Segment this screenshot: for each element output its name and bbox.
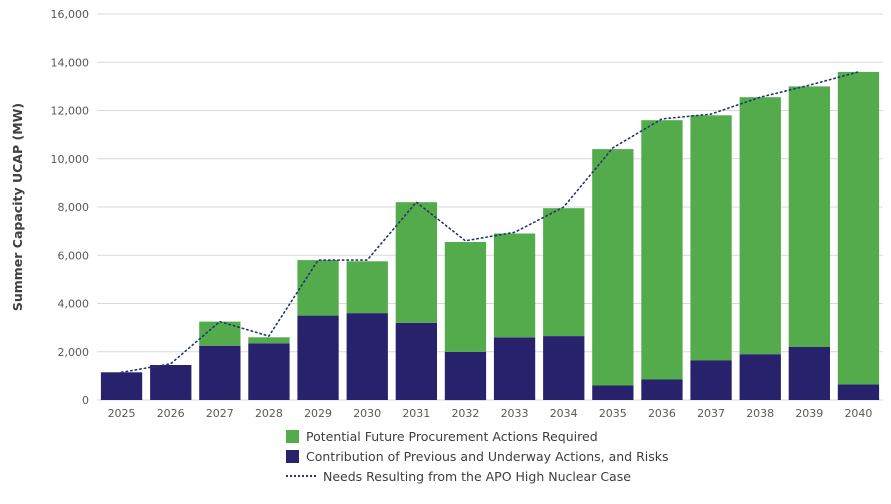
bar-segment	[346, 313, 388, 400]
legend-label-previous-actions: Contribution of Previous and Underway Ac…	[306, 448, 669, 464]
bar-segment	[248, 343, 290, 400]
bar-segment	[641, 379, 683, 400]
x-tick-label: 2033	[501, 407, 529, 420]
bar-segment	[739, 97, 781, 355]
y-tick-label: 12,000	[51, 105, 90, 118]
bar-segment	[199, 345, 241, 400]
bar-segment	[100, 372, 143, 400]
x-tick-label: 2028	[255, 407, 283, 420]
bar-segment	[641, 120, 683, 380]
x-tick-label: 2032	[451, 407, 479, 420]
bar-segment	[592, 385, 634, 400]
bar-segment	[788, 86, 830, 348]
x-tick-label: 2029	[304, 407, 332, 420]
y-tick-label: 2,000	[58, 346, 90, 359]
legend-label-needs-line: Needs Resulting from the APO High Nuclea…	[323, 468, 631, 484]
y-tick-label: 14,000	[51, 56, 90, 69]
x-tick-label: 2036	[648, 407, 676, 420]
x-tick-label: 2040	[844, 407, 872, 420]
y-tick-label: 8,000	[58, 201, 90, 214]
x-tick-label: 2025	[108, 407, 136, 420]
bar-segment	[592, 149, 634, 386]
x-tick-label: 2026	[157, 407, 185, 420]
bar-segment	[690, 115, 732, 361]
y-tick-label: 6,000	[58, 249, 90, 262]
x-tick-label: 2035	[599, 407, 627, 420]
legend-swatch-navy-square	[286, 449, 299, 463]
x-tick-label: 2034	[550, 407, 578, 420]
bar-segment	[297, 315, 339, 400]
bar-segment	[837, 384, 880, 400]
bar-segment	[690, 360, 732, 400]
legend-item-previous-actions: Contribution of Previous and Underway Ac…	[286, 446, 891, 466]
y-tick-label: 0	[82, 394, 89, 407]
capacity-stacked-bar-chart: 0 2,000 4,000 6,000 8,000 10,000 12,000 14,000 1…	[10, 8, 883, 420]
bar-segment	[543, 336, 585, 400]
y-tick-label: 16,000	[51, 8, 90, 21]
legend-swatch-green-square	[286, 429, 299, 443]
legend-swatch-dotted-line	[286, 475, 316, 477]
needs-line	[120, 71, 860, 374]
bar-segment	[543, 208, 585, 337]
bar-segment	[248, 337, 290, 344]
bar-segment	[150, 365, 192, 400]
y-tick-label: 10,000	[51, 153, 90, 166]
bar-segment	[297, 260, 339, 316]
legend-label-future-procurement: Potential Future Procurement Actions Req…	[306, 428, 598, 444]
bar-segment	[837, 71, 880, 385]
bar-segment	[346, 261, 388, 314]
legend-item-future-procurement: Potential Future Procurement Actions Req…	[286, 426, 891, 446]
chart-legend: Potential Future Procurement Actions Req…	[286, 426, 891, 486]
bar-segment	[444, 242, 487, 352]
bar-segment	[395, 202, 437, 323]
bar-segment	[739, 354, 781, 400]
bar-segment	[444, 351, 487, 401]
bar-segment	[788, 346, 830, 400]
x-tick-label: 2031	[402, 407, 430, 420]
bar-segment	[395, 322, 437, 400]
legend-item-needs-line: Needs Resulting from the APO High Nuclea…	[286, 466, 891, 486]
y-tick-label: 4,000	[58, 298, 90, 311]
x-tick-label: 2027	[206, 407, 234, 420]
x-tick-label: 2037	[697, 407, 725, 420]
y-axis-title: Summer Capacity UCAP (MW)	[10, 103, 25, 311]
x-tick-label: 2030	[353, 407, 381, 420]
x-tick-label: 2039	[795, 407, 823, 420]
bar-segment	[493, 337, 536, 400]
x-tick-label: 2038	[746, 407, 774, 420]
bar-segment	[493, 233, 536, 338]
